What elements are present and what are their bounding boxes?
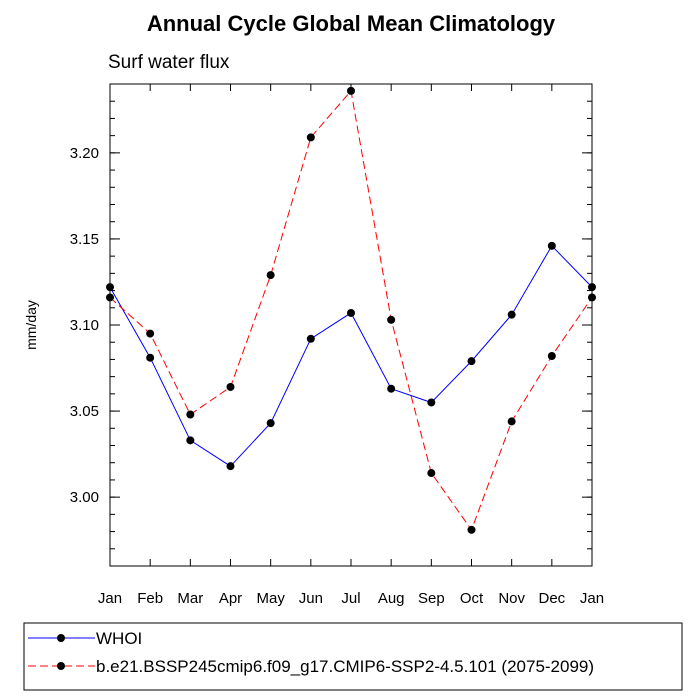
x-tick-label: Mar <box>177 590 203 607</box>
x-tick-label: May <box>256 590 285 607</box>
series-2-point <box>467 525 476 534</box>
series-1-point <box>427 398 436 407</box>
series-1-point <box>467 357 476 366</box>
series-2-point <box>306 133 315 142</box>
series-2-point <box>547 351 556 360</box>
series-2-point <box>146 329 155 338</box>
series-1-point <box>186 436 195 445</box>
series-1-point <box>226 462 235 471</box>
series-1-point <box>507 310 516 319</box>
x-tick-label: Feb <box>137 590 163 607</box>
axis-ticks <box>109 83 593 567</box>
x-tick-label: Apr <box>219 590 242 607</box>
y-tick-label: 3.05 <box>70 403 99 420</box>
series-line-1 <box>109 244 593 467</box>
chart-subtitle: Surf water flux <box>108 52 230 73</box>
series-2-point <box>507 417 516 426</box>
legend-marker-1 <box>57 634 65 642</box>
legend-label-1: WHOI <box>96 629 142 648</box>
x-tick-label: Sep <box>418 590 445 607</box>
x-tick-label: Dec <box>538 590 565 607</box>
series-1-point <box>266 419 275 428</box>
series-2-point <box>387 315 396 324</box>
plot-frame <box>109 83 593 567</box>
x-tick-label: Jan <box>580 590 604 607</box>
x-tick-label: Jan <box>98 590 122 607</box>
legend: WHOI b.e21.BSSP245cmip6.f09_g17.CMIP6-SSP… <box>23 622 683 691</box>
x-tick-label: Oct <box>460 590 484 607</box>
x-tick-label: Jul <box>341 590 360 607</box>
legend-label-2: b.e21.BSSP245cmip6.f09_g17.CMIP6-SSP2-4.… <box>96 657 594 676</box>
series-2-point <box>427 469 436 478</box>
series-2-point <box>347 86 355 95</box>
axis-tick-labels: Jan Feb Mar Apr May Jun Jul Aug Sep Oct Nov Dec Jan 3… <box>70 145 604 607</box>
x-tick-label: Nov <box>498 590 525 607</box>
series-1-point <box>547 241 556 250</box>
chart-title: Annual Cycle Global Mean Climatology <box>147 11 556 36</box>
legend-box <box>23 622 683 691</box>
y-tick-label: 3.00 <box>70 489 99 506</box>
y-tick-label: 3.20 <box>70 145 99 162</box>
series-1-point <box>146 353 155 362</box>
x-tick-label: Aug <box>378 590 405 607</box>
series-2-point <box>266 271 275 280</box>
y-tick-label: 3.15 <box>70 231 99 248</box>
series-layer <box>106 86 596 534</box>
y-tick-label: 3.10 <box>70 317 99 334</box>
legend-marker-2 <box>57 662 65 670</box>
series-1-point <box>347 308 355 317</box>
series-1-point <box>306 334 315 343</box>
series-2-point <box>226 382 235 391</box>
y-axis-label: mm/day <box>23 300 39 350</box>
x-tick-label: Jun <box>299 590 323 607</box>
series-2-point <box>186 410 195 419</box>
series-1-point <box>387 384 396 393</box>
